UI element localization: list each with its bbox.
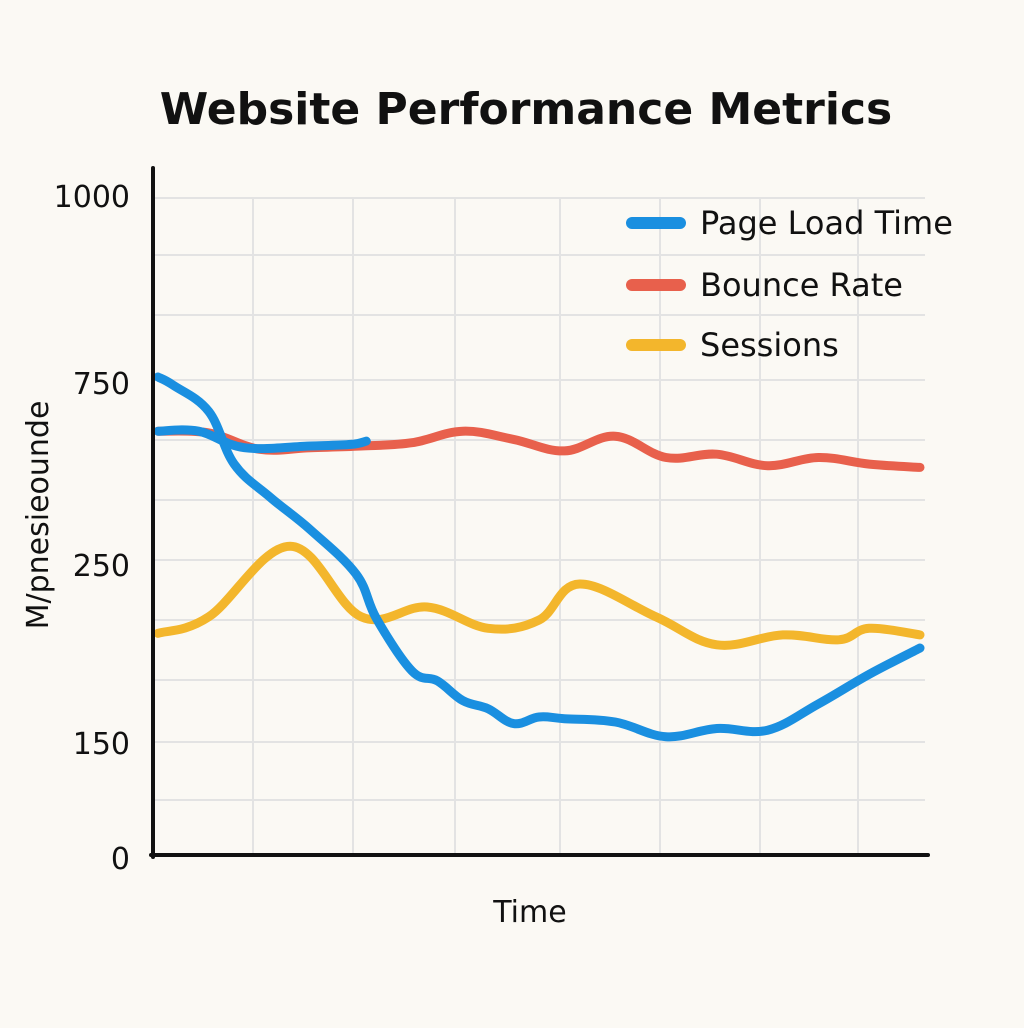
y-tick-labels: 1000 750 250 150 0: [54, 180, 130, 877]
chart-legend: Page Load Time Bounce Rate Sessions: [626, 204, 953, 364]
y-tick-label: 150: [73, 727, 130, 762]
x-axis-label: Time: [492, 895, 566, 930]
series-layer: [153, 372, 925, 742]
legend-label-page-load-time: Page Load Time: [700, 204, 953, 242]
series-line-sessions: [153, 541, 925, 650]
y-axis-label: M/pnesieounde: [21, 401, 56, 630]
chart-axes: [149, 166, 930, 859]
series-line-page-load-time: [153, 372, 925, 742]
y-tick-label: 1000: [54, 180, 130, 215]
chart-grid: [153, 197, 925, 855]
y-tick-label: 0: [111, 842, 130, 877]
series-line-page-load-time-early: [153, 425, 371, 454]
y-tick-label: 750: [73, 367, 130, 402]
chart-title: Website Performance Metrics: [160, 84, 892, 135]
legend-label-sessions: Sessions: [700, 326, 839, 364]
y-tick-label: 250: [73, 549, 130, 584]
legend-label-bounce-rate: Bounce Rate: [700, 266, 903, 304]
